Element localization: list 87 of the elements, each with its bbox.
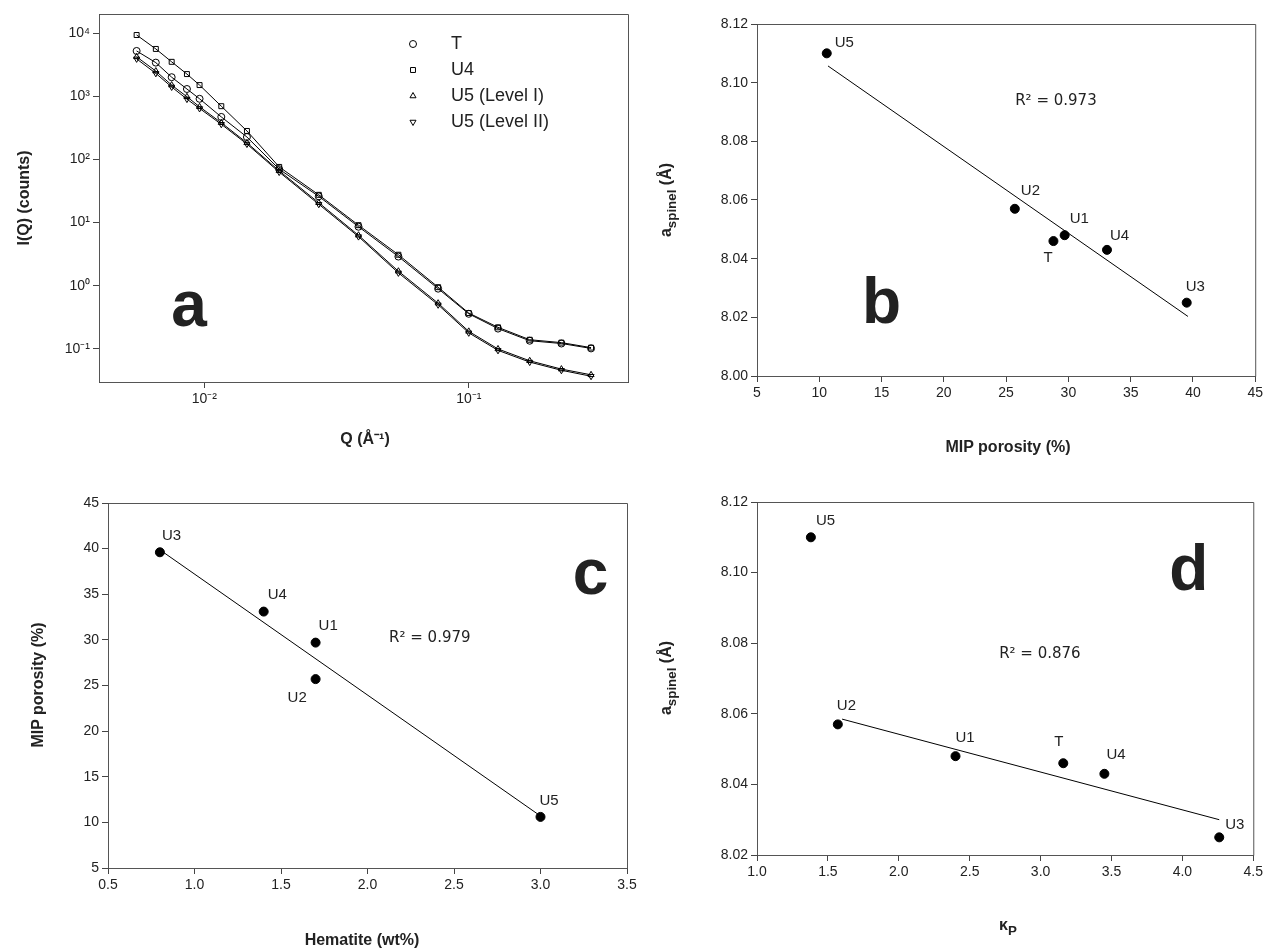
x-tick-label: 1.5: [818, 863, 838, 880]
annotation: U1: [1069, 208, 1089, 226]
x-tick-label: 5: [753, 384, 762, 401]
y-tick-label: 10: [83, 813, 100, 830]
x-tick-label: 3.0: [530, 876, 551, 893]
x-tick-label: 1.0: [747, 863, 767, 880]
y-tick-label: 8.02: [720, 308, 749, 325]
annotation: U5: [834, 32, 854, 50]
x-tick-label: 25: [998, 384, 1015, 401]
x-axis-title: Hematite (wt%): [304, 931, 420, 949]
y-tick-label: 8.02: [720, 845, 749, 862]
x-axis-title: MIP porosity (%): [945, 438, 1071, 456]
y-tick-label: 8.08: [720, 634, 749, 651]
y-tick-label: 10⁻¹: [64, 339, 91, 356]
x-axis-title: Q (Å⁻¹): [340, 428, 390, 449]
annotation: U3: [1225, 814, 1245, 832]
annotation: b: [862, 265, 902, 338]
y-tick-label: 20: [83, 721, 100, 738]
y-tick-label: 8.12: [720, 14, 749, 31]
x-tick-label: 10⁻¹: [456, 390, 482, 407]
annotation: U4: [1106, 745, 1126, 763]
annotation: U5: [815, 510, 836, 528]
y-tick-label: 10²: [69, 150, 91, 167]
annotation: U5: [539, 790, 559, 808]
x-tick-label: 40: [1185, 384, 1201, 401]
x-tick-label: 1.0: [184, 876, 205, 893]
annotation: U2: [287, 687, 307, 705]
x-tick-label: 2.5: [959, 863, 980, 880]
annotation: R² = 0.876: [999, 643, 1081, 662]
y-tick-label: 8.06: [720, 190, 749, 207]
annotation: U4: [1110, 225, 1130, 243]
y-tick-label: 10⁴: [68, 23, 90, 40]
x-tick-label: 10: [811, 384, 828, 401]
y-tick-label: 35: [83, 585, 100, 602]
annotation: U3: [1185, 277, 1205, 295]
annotation: U4: [267, 585, 287, 603]
x-tick-label: 20: [936, 384, 952, 401]
y-tick-label: 10⁰: [69, 276, 90, 293]
y-tick-label: 8.10: [720, 563, 749, 580]
x-tick-label: 0.5: [98, 876, 118, 893]
y-tick-label: 8.00: [720, 366, 749, 383]
y-tick-label: 8.04: [720, 249, 749, 266]
annotation: U1: [318, 616, 338, 634]
x-tick-label: 45: [1247, 384, 1264, 401]
y-tick-label: 8.12: [720, 492, 749, 509]
y-tick-label: 25: [83, 676, 100, 693]
y-tick-label: 15: [83, 767, 100, 784]
legend-label: U5 (Level II): [451, 110, 550, 131]
x-tick-label: 3.5: [1101, 863, 1122, 880]
annotation: d: [1169, 532, 1209, 605]
legend-label: T: [451, 32, 462, 53]
annotation: c: [572, 535, 609, 608]
annotation: U2: [1020, 181, 1041, 199]
annotation: T: [1054, 731, 1064, 749]
y-tick-label: 10¹: [69, 213, 91, 230]
x-tick-label: 1.5: [271, 876, 291, 893]
y-axis-title: I(Q) (counts): [15, 150, 33, 246]
x-tick-label: 2.0: [889, 863, 909, 880]
x-tick-label: 2.0: [357, 876, 378, 893]
x-tick-label: 10⁻²: [191, 390, 218, 407]
x-tick-label: 4.0: [1172, 863, 1193, 880]
annotation: R² = 0.973: [1015, 91, 1097, 110]
y-tick-label: 8.06: [720, 704, 749, 721]
x-tick-label: 30: [1060, 384, 1077, 401]
annotation: U2: [836, 696, 857, 714]
x-tick-label: 4.5: [1243, 863, 1264, 880]
y-tick-label: 45: [83, 493, 100, 510]
legend-label: U4: [451, 58, 475, 79]
y-tick-label: 8.04: [720, 775, 749, 792]
annotation: U3: [161, 525, 182, 543]
y-tick-label: 30: [83, 630, 100, 647]
x-tick-label: 15: [873, 384, 890, 401]
annotation: U1: [955, 727, 975, 745]
y-axis-title: MIP porosity (%): [29, 622, 47, 748]
x-tick-label: 2.5: [444, 876, 464, 893]
y-tick-label: 8.08: [720, 132, 749, 149]
y-tick-label: 10³: [69, 87, 91, 104]
x-axis-title: κ$_{P}$: [999, 916, 1017, 938]
annotation: T: [1043, 247, 1053, 265]
annotation: a: [171, 268, 208, 341]
x-tick-label: 35: [1122, 384, 1139, 401]
x-tick-label: 3.5: [617, 876, 637, 893]
x-tick-label: 3.0: [1030, 863, 1051, 880]
y-tick-label: 8.10: [720, 73, 749, 90]
annotation: R² = 0.979: [389, 627, 471, 646]
y-tick-label: 40: [83, 539, 100, 556]
legend-label: U5 (Level I): [451, 84, 545, 105]
